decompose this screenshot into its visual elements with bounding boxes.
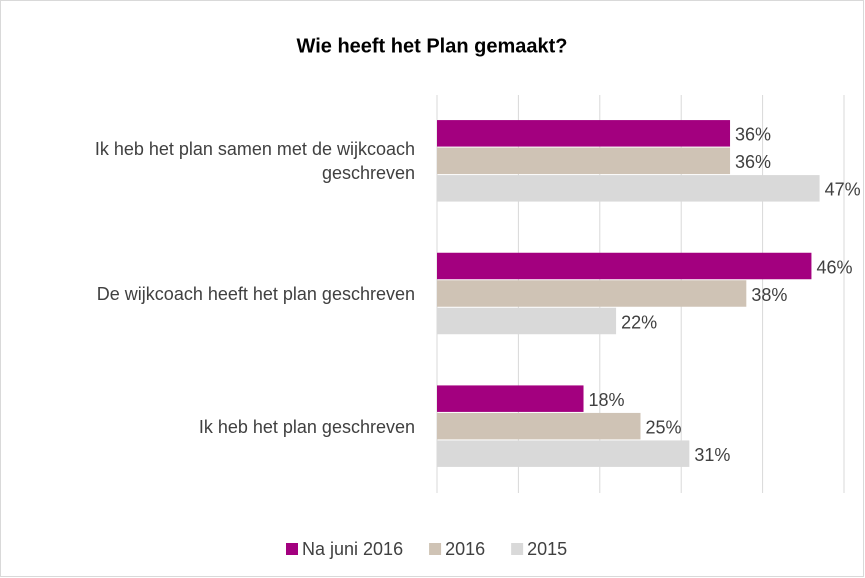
data-label: 25% [646, 417, 682, 437]
bar [437, 440, 690, 467]
legend-label: 2016 [445, 539, 485, 559]
data-label: 18% [589, 390, 625, 410]
chart-title: Wie heeft het Plan gemaakt? [297, 35, 568, 57]
legend-swatch [511, 543, 524, 555]
category-label: Ik heb het plan samen met de wijkcoach g… [94, 139, 415, 184]
data-label: 36% [735, 152, 771, 172]
bar [437, 175, 820, 202]
bar [437, 412, 641, 440]
legend-label: Na juni 2016 [302, 539, 403, 559]
data-label: 22% [621, 312, 657, 332]
bar [437, 120, 731, 147]
bar [437, 252, 812, 280]
category-label: De wijkcoach heeft het plan geschreven [96, 284, 415, 304]
data-label: 31% [694, 445, 730, 465]
bar [437, 280, 747, 307]
legend-label: 2015 [527, 539, 567, 559]
bar [437, 147, 731, 175]
data-label: 36% [735, 125, 771, 145]
category-label: Ik heb het plan geschreven [198, 416, 415, 437]
bar [437, 385, 584, 412]
data-label: 38% [751, 285, 787, 305]
legend-swatch [429, 543, 442, 555]
legend-swatch [286, 543, 298, 555]
data-label: 47% [825, 180, 861, 200]
bar [437, 307, 617, 335]
data-label: 46% [816, 257, 852, 277]
